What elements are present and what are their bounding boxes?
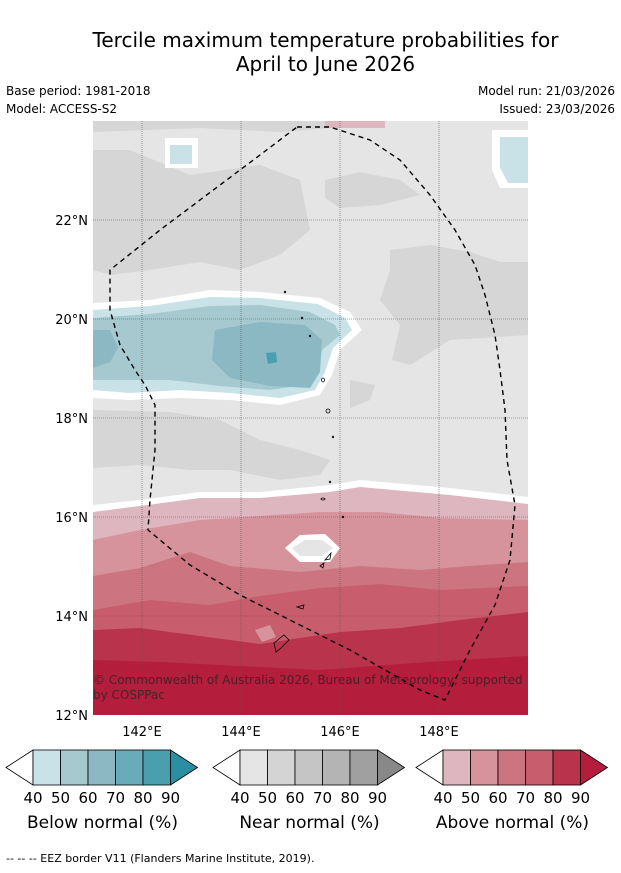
colorbar-segment xyxy=(87,749,116,786)
chart-title: Tercile maximum temperature probabilitie… xyxy=(0,28,621,76)
lon-label: 148°E xyxy=(419,725,459,740)
above-normal-patch xyxy=(325,121,385,128)
lat-label: 14°N xyxy=(55,610,88,625)
colorbar-segment xyxy=(525,749,554,786)
colorbar-segment xyxy=(294,749,323,786)
lat-label: 20°N xyxy=(55,313,88,328)
colorbar-tick-label: 80 xyxy=(340,789,359,807)
title-line-2: April to June 2026 xyxy=(235,52,416,76)
longitude-labels: 142°E 144°E 146°E 148°E xyxy=(122,725,459,740)
colorbar-extend-high xyxy=(377,749,406,786)
colorbar-extend-low xyxy=(212,749,241,786)
colorbar-segment xyxy=(115,749,144,786)
colorbar-segment xyxy=(32,749,61,786)
colorbar-tick-label: 70 xyxy=(313,789,332,807)
colorbar-segment xyxy=(239,749,268,786)
colorbar-segment xyxy=(349,749,378,786)
colorbar-legends: 40 50 60 70 80 90 40 50 60 70 80 90 40 50 60 70 80 90 xyxy=(5,749,609,807)
colorbar-tick-label: 90 xyxy=(161,789,180,807)
latitude-labels: 22°N 20°N 18°N 16°N 14°N 12°N xyxy=(55,214,88,724)
lon-label: 142°E xyxy=(122,725,162,740)
islands xyxy=(273,290,345,653)
copyright-line-2: by COSPPac xyxy=(93,688,165,702)
model-name: Model: ACCESS-S2 xyxy=(6,102,118,116)
above-normal-label: Above normal (%) xyxy=(435,813,590,833)
copyright-line-1: © Commonwealth of Australia 2026, Bureau… xyxy=(93,673,523,687)
metadata-right: Model run: 21/03/2026 Issued: 23/03/2026 xyxy=(478,82,615,118)
below-normal-80 xyxy=(266,352,277,364)
eez-border xyxy=(109,126,516,701)
colorbar-segment xyxy=(267,749,296,786)
above-normal-50 xyxy=(255,625,276,642)
colorbar-segment xyxy=(470,749,499,786)
title-line-1: Tercile maximum temperature probabilitie… xyxy=(92,28,559,52)
colorbar-segment xyxy=(497,749,526,786)
colorbar-extend-high xyxy=(170,749,199,786)
colorbar-tick-label: 60 xyxy=(488,789,507,807)
lat-label: 18°N xyxy=(55,412,88,427)
colorbar-tick-label: 50 xyxy=(51,789,70,807)
colorbar-segment xyxy=(552,749,581,786)
eez-legend-footer: -- -- -- EEZ border V11 (Flanders Marine… xyxy=(6,852,315,865)
map-area: © Commonwealth of Australia 2026, Bureau… xyxy=(93,121,528,715)
lat-label: 16°N xyxy=(55,511,88,526)
near-normal-patch xyxy=(93,150,310,275)
colorbar-segment xyxy=(322,749,351,786)
near-normal-patch xyxy=(380,245,528,365)
colorbar: 40 50 60 70 80 90 xyxy=(212,749,406,807)
near-normal-patch xyxy=(350,380,375,408)
below-normal-label: Below normal (%) xyxy=(27,813,178,833)
colorbar-tick-label: 40 xyxy=(433,789,452,807)
colorbar-segment xyxy=(60,749,89,786)
below-normal-40 xyxy=(170,145,192,164)
colorbar-tick-label: 90 xyxy=(368,789,387,807)
metadata-left: Base period: 1981-2018 Model: ACCESS-S2 xyxy=(6,82,151,118)
above-normal-90 xyxy=(93,656,528,715)
near-normal-patch xyxy=(93,410,330,480)
colorbar-extend-low xyxy=(415,749,444,786)
near-normal-patch xyxy=(93,121,330,132)
below-normal-60 xyxy=(93,330,118,368)
colorbar-extend-low xyxy=(5,749,34,786)
near-normal-40 xyxy=(292,540,333,556)
colorbar-extend-high xyxy=(580,749,609,786)
near-normal-patch xyxy=(325,172,420,208)
model-run: Model run: 21/03/2026 xyxy=(477,84,615,98)
colorbar-tick-label: 60 xyxy=(78,789,97,807)
lon-label: 146°E xyxy=(320,725,360,740)
colorbar-tick-label: 70 xyxy=(516,789,535,807)
lat-label: 12°N xyxy=(55,709,88,724)
colorbar-tick-label: 50 xyxy=(461,789,480,807)
colorbar-tick-label: 50 xyxy=(258,789,277,807)
colorbar: 40 50 60 70 80 90 xyxy=(415,749,609,807)
colorbar-tick-label: 60 xyxy=(285,789,304,807)
colorbar-tick-label: 40 xyxy=(230,789,249,807)
colorbar-tick-label: 80 xyxy=(543,789,562,807)
colorbar-tick-label: 80 xyxy=(133,789,152,807)
lat-label: 22°N xyxy=(55,214,88,229)
colorbar-segment xyxy=(142,749,171,786)
gridlines xyxy=(93,121,528,715)
below-normal-40 xyxy=(500,137,528,183)
colorbar-tick-label: 70 xyxy=(106,789,125,807)
issued-date: Issued: 23/03/2026 xyxy=(499,102,615,116)
colorbar: 40 50 60 70 80 90 xyxy=(5,749,199,807)
colorbar-tick-label: 40 xyxy=(23,789,42,807)
base-period: Base period: 1981-2018 xyxy=(6,84,151,98)
colorbar-segment xyxy=(442,749,471,786)
lon-label: 144°E xyxy=(221,725,261,740)
near-normal-label: Near normal (%) xyxy=(239,813,380,833)
colorbar-tick-label: 90 xyxy=(571,789,590,807)
